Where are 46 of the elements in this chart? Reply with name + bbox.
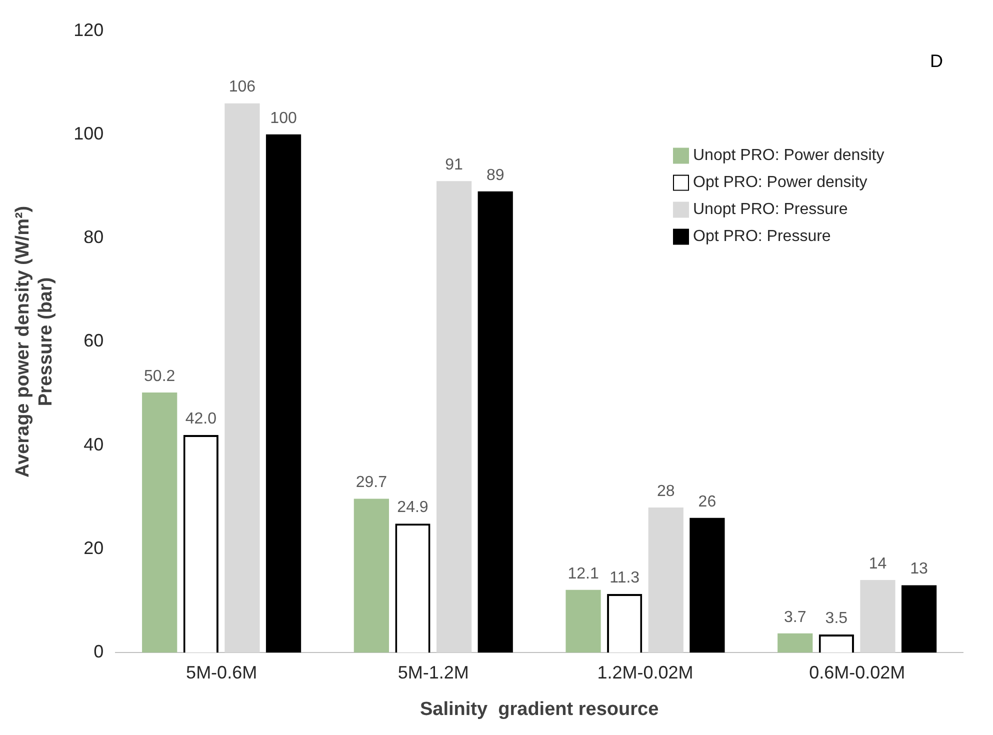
data-label: 29.7 <box>356 474 388 492</box>
y-tick-label: 120 <box>74 20 104 40</box>
bar <box>436 181 472 653</box>
y-axis-title: Average power density (W/m²) Pressure (bar) <box>12 206 56 478</box>
x-axis-title: Salinity gradient resource <box>420 698 659 720</box>
y-tick-label: 0 <box>94 642 104 662</box>
data-label: 3.5 <box>825 610 848 627</box>
annotation: D <box>930 50 943 71</box>
data-label: 3.7 <box>784 608 806 626</box>
bar <box>690 518 725 653</box>
x-tick-label: 5M-1.2M <box>398 662 469 682</box>
legend-label: Opt PRO: Power density <box>693 174 868 192</box>
bar <box>566 590 601 653</box>
bar <box>266 134 302 653</box>
legend-label: Unopt PRO: Pressure <box>693 201 848 218</box>
x-tick-label: 1.2M-0.02M <box>597 662 694 682</box>
data-label: 50.2 <box>144 368 176 385</box>
y-tick-label: 80 <box>84 227 104 248</box>
y-tick-label: 100 <box>74 123 104 144</box>
x-tick-label: 0.6M-0.02M <box>809 662 906 682</box>
data-label: 100 <box>270 110 297 127</box>
bar <box>478 191 513 653</box>
data-label: 89 <box>486 166 504 184</box>
data-label: 106 <box>228 78 256 96</box>
data-label: 42.0 <box>185 410 217 428</box>
legend-label: Unopt PRO: Power density <box>693 147 884 164</box>
data-label: 14 <box>868 555 887 572</box>
data-label: 13 <box>910 560 928 578</box>
data-label: 26 <box>698 493 716 510</box>
bar <box>354 498 389 653</box>
data-label: 91 <box>445 156 464 174</box>
y-tick-label: 20 <box>84 538 104 558</box>
legend-label: Opt PRO: Pressure <box>693 228 831 246</box>
bar <box>860 580 896 653</box>
bar <box>648 508 684 653</box>
y-tick-label: 40 <box>84 434 104 454</box>
data-label: 24.9 <box>397 498 428 516</box>
y-tick-label: 60 <box>84 330 104 351</box>
bar <box>901 585 937 653</box>
bar <box>778 633 813 653</box>
data-label: 12.1 <box>568 565 599 582</box>
data-label: 28 <box>656 482 675 500</box>
x-tick-label: 5M-0.6M <box>186 662 258 682</box>
bar <box>224 103 260 653</box>
data-label: 11.3 <box>610 569 640 586</box>
bar <box>142 392 178 653</box>
